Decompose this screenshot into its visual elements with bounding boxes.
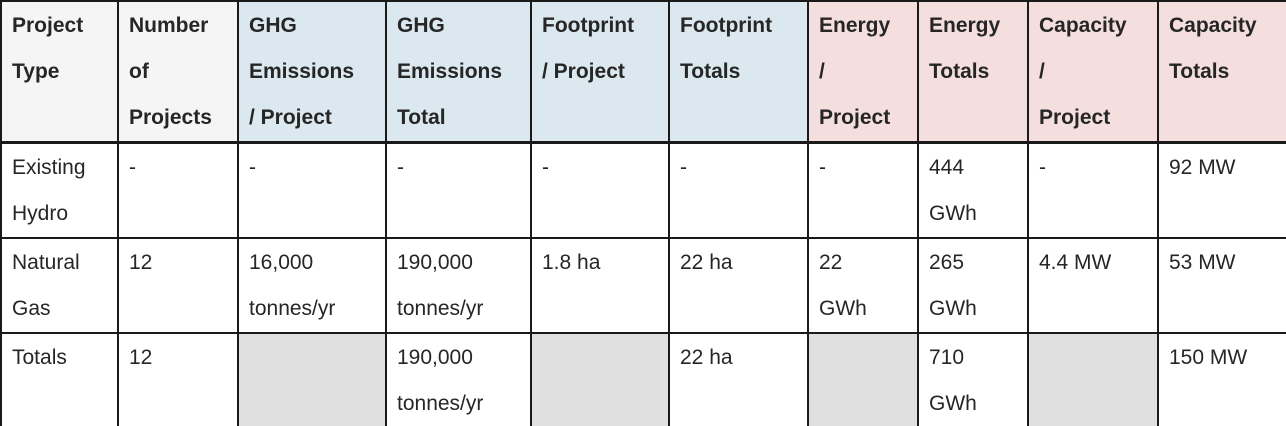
column-header-capacity-totals: Capacity Totals [1157, 0, 1286, 144]
table-row-existing-hydro: Existing Hydro - - - - - - 444 GWh - 92 … [0, 141, 1286, 239]
cell-energy-totals: 710 GWh [917, 332, 1029, 426]
cell-energy-per-project: 22 GWh [807, 237, 919, 334]
cell-capacity-per-project: 4.4 MW [1027, 237, 1159, 334]
column-header-energy-totals: Energy Totals [917, 0, 1029, 144]
cell-capacity-totals: 150 MW [1157, 332, 1286, 426]
cell-capacity-per-project-blank [1027, 332, 1159, 426]
column-header-project-type: Project Type [0, 0, 119, 144]
cell-footprint-per-project-blank [530, 332, 670, 426]
column-header-capacity-per-project: Capacity / Project [1027, 0, 1159, 144]
column-header-footprint-per-project: Footprint / Project [530, 0, 670, 144]
cell-ghg-emissions-total: - [385, 141, 532, 239]
table-row-natural-gas: Natural Gas 12 16,000 tonnes/yr 190,000 … [0, 237, 1286, 334]
cell-project-type: Existing Hydro [0, 141, 119, 239]
cell-energy-totals: 265 GWh [917, 237, 1029, 334]
cell-footprint-per-project: 1.8 ha [530, 237, 670, 334]
cell-ghg-emissions-per-project-blank [237, 332, 387, 426]
column-header-footprint-totals: Footprint Totals [668, 0, 809, 144]
cell-project-type: Totals [0, 332, 119, 426]
cell-number-of-projects: 12 [117, 237, 239, 334]
cell-capacity-totals: 53 MW [1157, 237, 1286, 334]
column-header-energy-per-project: Energy / Project [807, 0, 919, 144]
cell-energy-totals: 444 GWh [917, 141, 1029, 239]
column-header-number-of-projects: Number of Projects [117, 0, 239, 144]
cell-capacity-per-project: - [1027, 141, 1159, 239]
cell-capacity-totals: 92 MW [1157, 141, 1286, 239]
cell-energy-per-project-blank [807, 332, 919, 426]
header-row: Project Type Number of Projects GHG Emis… [0, 0, 1286, 144]
cell-footprint-totals: - [668, 141, 809, 239]
cell-ghg-emissions-per-project: - [237, 141, 387, 239]
column-header-ghg-emissions-per-project: GHG Emissions / Project [237, 0, 387, 144]
cell-footprint-totals: 22 ha [668, 237, 809, 334]
cell-footprint-per-project: - [530, 141, 670, 239]
cell-ghg-emissions-per-project: 16,000 tonnes/yr [237, 237, 387, 334]
cell-project-type: Natural Gas [0, 237, 119, 334]
cell-ghg-emissions-total: 190,000 tonnes/yr [385, 237, 532, 334]
cell-number-of-projects: - [117, 141, 239, 239]
cell-ghg-emissions-total: 190,000 tonnes/yr [385, 332, 532, 426]
table-row-totals: Totals 12 190,000 tonnes/yr 22 ha 710 GW… [0, 332, 1286, 426]
cell-energy-per-project: - [807, 141, 919, 239]
column-header-ghg-emissions-total: GHG Emissions Total [385, 0, 532, 144]
cell-footprint-totals: 22 ha [668, 332, 809, 426]
cell-number-of-projects: 12 [117, 332, 239, 426]
